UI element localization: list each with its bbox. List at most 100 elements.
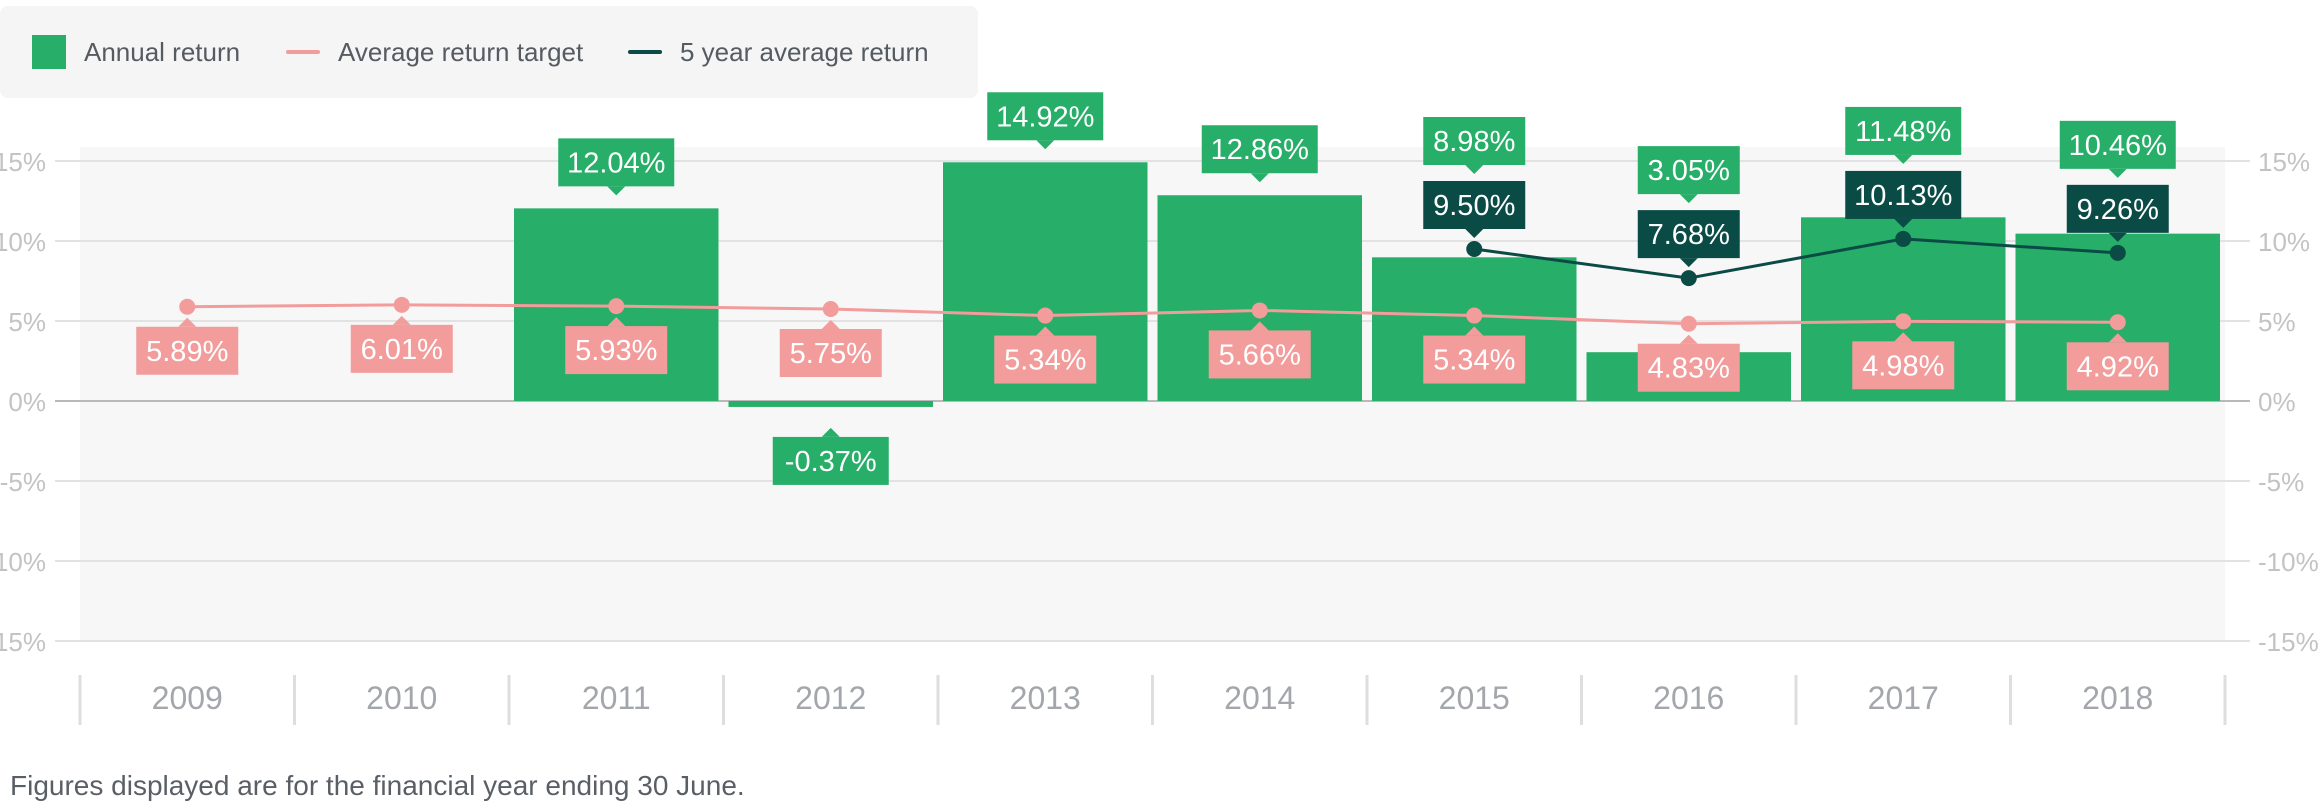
- returns-chart: 15% 15% 10% 10% 5% 5% 0% 0% -5% -5% -10% -10% -15% -1…: [0, 92, 2319, 725]
- five-year-callout-label: 9.26%: [2077, 194, 2159, 226]
- legend-label-average-return-target: Average return target: [338, 36, 584, 67]
- y-tick-label-left: 15%: [0, 147, 46, 177]
- annual-callout-box: [1423, 117, 1526, 165]
- y-tick-label-left: 0%: [8, 387, 46, 417]
- annual-callout-label: -0.37%: [785, 446, 877, 478]
- target-callout-label: 5.93%: [575, 335, 657, 367]
- annual-callout-box: [1637, 146, 1740, 195]
- target-callout-label: 5.34%: [1433, 345, 1515, 377]
- target-callout-pointer: [1679, 334, 1698, 344]
- target-callout-pointer: [178, 317, 197, 327]
- five-year-callout-label: 10.13%: [1854, 180, 1952, 212]
- bar-annual-return: [728, 401, 933, 407]
- line-average-return-target: [187, 303, 2118, 326]
- annual-callout-pointer: [1250, 173, 1269, 183]
- point-average-return-target: [1037, 307, 1054, 324]
- legend-swatch-5-year-average-return: [628, 50, 662, 54]
- five-year-callout-box: [1637, 210, 1740, 259]
- point-5-year-average-return: [1895, 230, 1912, 247]
- annual-callout-label: 14.92%: [996, 101, 1094, 133]
- target-callout-pointer: [1465, 326, 1484, 336]
- annual-callout-box: [2059, 120, 2176, 169]
- target-callout-label: 4.92%: [2077, 351, 2159, 383]
- five-year-callout-box: [2066, 184, 2169, 233]
- target-callout-pointer: [1894, 332, 1913, 342]
- annual-callout-pointer: [1894, 154, 1913, 164]
- target-callout-label: 5.75%: [790, 338, 872, 370]
- x-category-label: 2017: [1868, 680, 1939, 716]
- target-callout-pointer: [821, 320, 840, 329]
- y-tick-label-right: -15%: [2258, 627, 2319, 657]
- target-callout-pointer: [2108, 333, 2127, 343]
- y-tick-label-right: -10%: [2258, 547, 2319, 577]
- x-category-label: 2016: [1653, 680, 1724, 716]
- target-callout-label: 6.01%: [361, 334, 443, 366]
- x-category-label: 2015: [1439, 680, 1510, 716]
- annual-callout-pointer: [1465, 165, 1484, 174]
- target-callout-label: 5.34%: [1004, 345, 1086, 377]
- y-tick-label-left: -15%: [0, 627, 46, 657]
- target-callout-box: [779, 329, 882, 377]
- y-tick-label-right: 0%: [2258, 387, 2296, 417]
- annual-callout-pointer: [1036, 140, 1055, 150]
- target-callout-pointer: [607, 317, 626, 327]
- annual-callout-pointer: [607, 186, 626, 196]
- annual-callout-box: [772, 436, 889, 485]
- x-category-label: 2009: [152, 680, 223, 716]
- point-5-year-average-return: [1680, 270, 1697, 287]
- y-tick-label-left: 10%: [0, 227, 46, 257]
- annual-callout-box: [1201, 125, 1318, 174]
- target-callout-box: [136, 326, 239, 375]
- legend-label-5-year-average-return: 5 year average return: [680, 36, 929, 67]
- annual-callout-box: [558, 138, 675, 187]
- five-year-callout-box: [1845, 170, 1962, 219]
- footnote: Figures displayed are for the financial …: [10, 770, 745, 801]
- x-category-label: 2018: [2082, 680, 2153, 716]
- point-average-return-target: [1895, 313, 1912, 330]
- x-category-label: 2010: [366, 680, 437, 716]
- five-year-callout-pointer: [1465, 229, 1484, 238]
- target-callout-pointer: [392, 315, 411, 325]
- x-category-label: 2013: [1010, 680, 1081, 716]
- annual-callout-label: 3.05%: [1648, 155, 1730, 187]
- legend-label-annual-return: Annual return: [84, 36, 241, 67]
- y-tick-label-left: -5%: [0, 467, 46, 497]
- point-average-return-target: [1251, 302, 1268, 319]
- annual-callout-label: 12.04%: [567, 147, 665, 179]
- chart-legend: Annual return Average return target 5 ye…: [0, 6, 978, 98]
- target-callout-box: [2066, 342, 2169, 391]
- point-average-return-target: [1466, 307, 1483, 324]
- legend-item-annual-return[interactable]: Annual return: [32, 6, 240, 98]
- five-year-callout-label: 7.68%: [1648, 219, 1730, 251]
- y-tick-label-right: -5%: [2258, 467, 2304, 497]
- annual-callout-label: 10.46%: [2069, 130, 2167, 162]
- legend-item-5-year-average-return[interactable]: 5 year average return: [628, 6, 929, 98]
- target-callout-label: 4.98%: [1862, 350, 1944, 382]
- five-year-callout-box: [1423, 181, 1526, 229]
- legend-item-average-return-target[interactable]: Average return target: [286, 6, 583, 98]
- target-callout-box: [565, 326, 668, 375]
- target-callout-box: [1637, 343, 1740, 392]
- target-callout-pointer: [1250, 321, 1269, 331]
- y-tick-label-left: -10%: [0, 547, 46, 577]
- y-tick-label-right: 10%: [2258, 227, 2310, 257]
- annual-callout-pointer: [1679, 194, 1698, 204]
- five-year-callout-pointer: [2108, 232, 2127, 242]
- legend-swatch-annual-return: [32, 35, 66, 69]
- target-callout-box: [1852, 341, 1955, 390]
- annual-callout-box: [1845, 106, 1962, 155]
- legend-swatch-average-return-target: [286, 50, 320, 54]
- target-callout-box: [350, 324, 453, 373]
- point-5-year-average-return: [2109, 244, 2126, 261]
- target-callout-label: 4.83%: [1648, 353, 1730, 385]
- point-average-return-target: [822, 301, 839, 317]
- target-callout-label: 5.66%: [1219, 339, 1301, 371]
- target-callout-pointer: [1036, 326, 1055, 336]
- target-callout-box: [1208, 330, 1311, 379]
- target-callout-box: [1423, 335, 1526, 384]
- y-tick-label-right: 15%: [2258, 147, 2310, 177]
- five-year-callout-pointer: [1894, 218, 1913, 228]
- annual-callout-label: 11.48%: [1855, 116, 1951, 148]
- point-average-return-target: [179, 298, 196, 315]
- point-5-year-average-return: [1466, 241, 1483, 257]
